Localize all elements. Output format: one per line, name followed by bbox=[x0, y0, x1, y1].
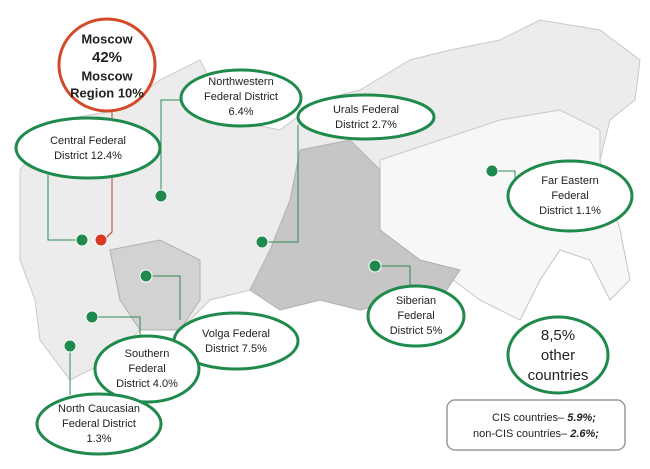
callout-text: 6.4% bbox=[228, 106, 253, 118]
callout-text: District 5% bbox=[390, 325, 443, 337]
callout-bubble bbox=[14, 116, 162, 180]
leader bbox=[262, 125, 299, 243]
callout-bubble bbox=[93, 334, 201, 404]
callout-text: Region 10% bbox=[70, 85, 144, 100]
callout-bubble bbox=[179, 68, 303, 128]
leader bbox=[47, 175, 80, 241]
legend-line: non-CIS countries– 2.6%; bbox=[473, 428, 599, 440]
legend-value: 2.6%; bbox=[569, 428, 599, 440]
callout-text: District 1.1% bbox=[539, 205, 601, 217]
moscow-bubble bbox=[57, 17, 157, 113]
dot bbox=[255, 235, 269, 249]
callout-text: Far Eastern bbox=[541, 175, 598, 187]
callout-text: 1.3% bbox=[86, 433, 111, 445]
callout-text: District 7.5% bbox=[205, 343, 267, 355]
callout-text: Central Federal bbox=[50, 135, 126, 147]
callout-text: 42% bbox=[92, 49, 122, 66]
legend-value: 5.9%; bbox=[567, 412, 596, 424]
legend-label: non-CIS countries– bbox=[473, 428, 570, 440]
dot bbox=[139, 269, 153, 283]
dot bbox=[75, 233, 89, 247]
callout-text: District 4.0% bbox=[116, 378, 178, 390]
callout-text: District 2.7% bbox=[335, 119, 397, 131]
dot bbox=[485, 164, 499, 178]
callout-bubble bbox=[366, 284, 466, 348]
dot bbox=[154, 189, 168, 203]
callout-text: Federal District bbox=[204, 91, 278, 103]
legend-label: CIS countries– bbox=[492, 412, 567, 424]
callout-text: 8,5% bbox=[541, 327, 575, 344]
volga-region bbox=[109, 239, 201, 331]
legend-box bbox=[446, 399, 626, 451]
map-regions bbox=[19, 19, 641, 381]
callout-text: North Caucasian bbox=[58, 403, 140, 415]
callout-bubble bbox=[296, 93, 436, 141]
dots bbox=[63, 164, 499, 353]
dot-moscow bbox=[94, 233, 108, 247]
leader bbox=[146, 275, 181, 320]
callout-text: Northwestern bbox=[208, 76, 273, 88]
callout-text: Federal District bbox=[62, 418, 136, 430]
callout-text: Southern bbox=[125, 348, 170, 360]
callout-text: countries bbox=[528, 367, 589, 384]
callout-text: other bbox=[541, 347, 575, 364]
other-bubble bbox=[506, 315, 610, 395]
dot bbox=[85, 310, 99, 324]
callout-text: Moscow bbox=[81, 68, 133, 83]
leader bbox=[92, 316, 141, 340]
callout-bubble bbox=[35, 392, 163, 456]
callout-text: Federal bbox=[551, 190, 588, 202]
callout-text: District 12.4% bbox=[54, 150, 122, 162]
dot bbox=[63, 339, 77, 353]
leader bbox=[375, 265, 411, 288]
callout-text: Federal bbox=[128, 363, 165, 375]
leader bbox=[160, 99, 182, 196]
callout-text: Volga Federal bbox=[202, 328, 270, 340]
legend-line: CIS countries– 5.9%; bbox=[492, 412, 596, 424]
callout-bubble bbox=[506, 159, 634, 233]
callout-text: Urals Federal bbox=[333, 104, 399, 116]
callout-text: Moscow bbox=[81, 31, 133, 46]
dot bbox=[368, 259, 382, 273]
callout-text: Siberian bbox=[396, 295, 436, 307]
callout-text: Federal bbox=[397, 310, 434, 322]
